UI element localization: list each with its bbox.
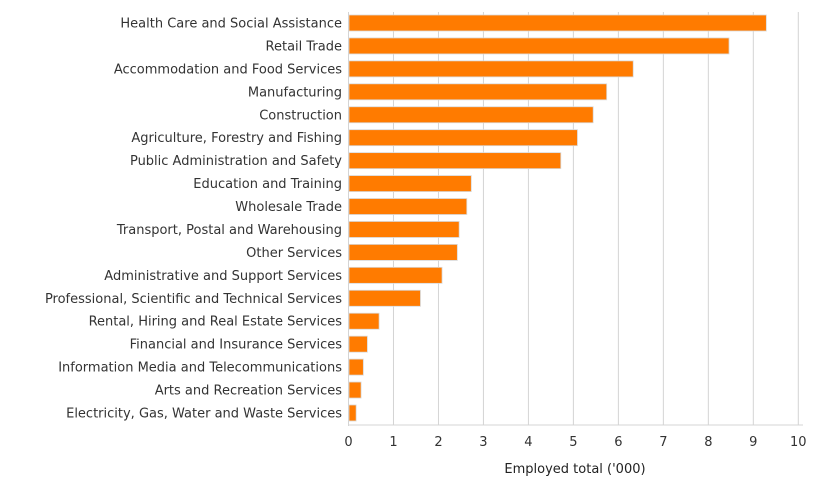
bar[interactable] — [348, 152, 562, 170]
bar[interactable] — [348, 266, 443, 284]
axes — [348, 12, 803, 426]
bar[interactable] — [348, 106, 594, 124]
bar[interactable] — [348, 175, 472, 192]
category-labels: Health Care and Social Assistance Retail … — [45, 17, 342, 422]
category-label: Rental, Hiring and Real Estate Services — [89, 315, 343, 330]
category-label: Agriculture, Forestry and Fishing — [131, 131, 342, 146]
bar[interactable] — [348, 221, 460, 238]
bar[interactable] — [348, 243, 458, 261]
x-tick-label: 10 — [790, 435, 807, 450]
x-tick-label: 5 — [569, 435, 577, 450]
category-label: Public Administration and Safety — [130, 154, 342, 169]
bar[interactable] — [348, 381, 362, 399]
category-label: Transport, Postal and Warehousing — [116, 223, 342, 238]
category-label: Wholesale Trade — [235, 200, 342, 215]
bar[interactable] — [348, 312, 380, 330]
category-label: Arts and Recreation Services — [155, 384, 343, 399]
x-tick-label: 0 — [344, 435, 352, 450]
bar[interactable] — [348, 60, 634, 78]
category-label: Professional, Scientific and Technical S… — [45, 292, 342, 307]
category-label: Manufacturing — [248, 85, 342, 100]
bar[interactable] — [348, 358, 364, 376]
bar[interactable] — [348, 129, 578, 147]
bar[interactable] — [348, 14, 767, 32]
x-tick-label: 2 — [434, 435, 442, 450]
category-label: Education and Training — [193, 177, 342, 192]
bars — [348, 14, 767, 422]
x-axis-title: Employed total ('000) — [504, 462, 645, 477]
bar[interactable] — [348, 289, 421, 307]
category-label: Accommodation and Food Services — [114, 62, 342, 77]
x-tick-label: 7 — [659, 435, 667, 450]
x-tick-label: 6 — [614, 435, 622, 450]
category-label: Other Services — [246, 246, 342, 261]
category-label: Administrative and Support Services — [104, 269, 342, 284]
category-label: Retail Trade — [266, 39, 342, 54]
category-label: Construction — [259, 108, 342, 123]
category-label: Financial and Insurance Services — [130, 338, 343, 353]
bar[interactable] — [348, 37, 730, 55]
bar[interactable] — [348, 404, 357, 422]
category-label: Health Care and Social Assistance — [120, 17, 342, 32]
x-tick-label: 9 — [749, 435, 757, 450]
x-tick-label: 1 — [389, 435, 397, 450]
gridlines — [392, 12, 799, 425]
x-tick-label: 8 — [704, 435, 712, 450]
category-label: Electricity, Gas, Water and Waste Servic… — [66, 406, 342, 421]
bar[interactable] — [348, 198, 468, 215]
x-tick-label: 3 — [479, 435, 487, 450]
bar[interactable] — [348, 83, 608, 101]
category-label: Information Media and Telecommunications — [58, 361, 342, 376]
bar[interactable] — [348, 335, 368, 353]
tick-labels: 0 1 2 3 4 5 6 7 8 9 10 — [344, 435, 806, 450]
x-tick-label: 4 — [524, 435, 532, 450]
